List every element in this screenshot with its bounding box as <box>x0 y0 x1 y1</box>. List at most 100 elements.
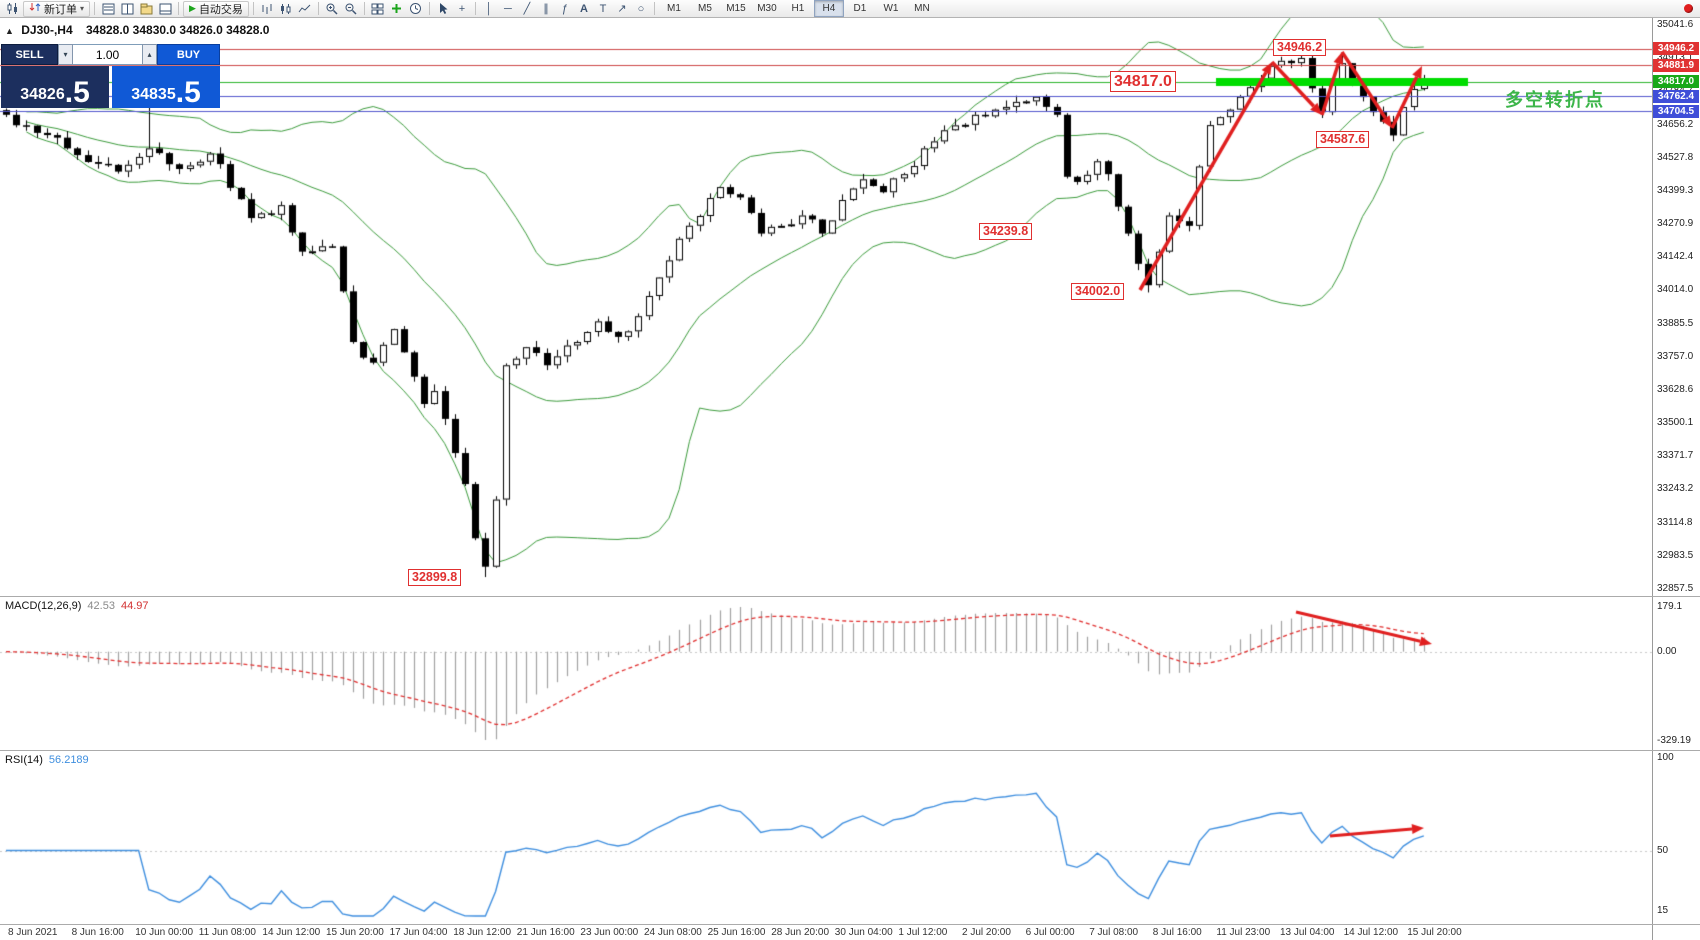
timeframe-button-h4[interactable]: H4 <box>813 0 844 17</box>
volume-input[interactable] <box>73 44 142 65</box>
tile-windows-icon[interactable] <box>369 1 387 16</box>
rsi-panel-separator[interactable] <box>0 750 1700 751</box>
equidistant-channel-icon[interactable]: ∥ <box>543 3 549 15</box>
cursor-icon[interactable] <box>434 1 452 16</box>
buy-price-button[interactable]: 34835.5 <box>112 66 220 108</box>
horizontal-line-icon[interactable]: ─ <box>504 2 512 15</box>
toolbar-separator <box>363 2 365 15</box>
autotrading-button[interactable]: ▶ 自动交易 <box>183 0 249 17</box>
play-icon: ▶ <box>189 3 196 13</box>
timeframe-button-m1[interactable]: M1 <box>666 3 681 14</box>
price-axis-tick: 33628.6 <box>1657 383 1694 395</box>
timeframe-toolbar: M1 M5 M15 M30 H1 H4 D1 W1 MN <box>659 0 937 17</box>
fibonacci-icon[interactable]: ƒ <box>561 2 568 15</box>
price-annotation-label[interactable]: 34002.0 <box>1071 283 1125 300</box>
timeframe-button-d1[interactable]: D1 <box>853 3 867 14</box>
buy-button[interactable]: BUY <box>157 44 220 65</box>
autotrading-label: 自动交易 <box>198 3 243 16</box>
timeframe-button-m5[interactable]: M5 <box>697 3 712 14</box>
price-level-tag: 34817.0 <box>1653 75 1699 89</box>
price-level-tag: 34881.9 <box>1653 58 1699 72</box>
time-axis-label: 14 Jul 12:00 <box>1343 927 1399 938</box>
price-level-tag: 34946.2 <box>1653 42 1699 56</box>
data-window-icon[interactable] <box>118 1 136 16</box>
rsi-axis-label: 100 <box>1657 752 1674 763</box>
time-axis-label: 8 Jul 16:00 <box>1152 927 1202 938</box>
candlestick-chart-icon[interactable] <box>277 1 295 16</box>
zoom-in-icon[interactable] <box>323 1 341 16</box>
price-axis-tick: 32857.5 <box>1657 583 1694 594</box>
toolbar-separator <box>428 2 430 15</box>
toolbar-separator <box>653 2 655 15</box>
timeframe-button-m30[interactable]: M30 <box>757 3 777 14</box>
time-axis-label: 2 Jul 20:00 <box>962 927 1011 938</box>
time-axis-label: 1 Jul 12:00 <box>898 927 948 938</box>
new-order-button[interactable]: 新订单 ▾ <box>23 0 91 17</box>
time-axis-separator <box>0 924 1700 925</box>
timeframe-button-w1[interactable]: W1 <box>883 3 899 14</box>
time-axis-label: 15 Jul 20:00 <box>1407 927 1462 938</box>
macd-signal-value: 44.97 <box>120 600 149 612</box>
price-axis-tick: 33757.0 <box>1657 350 1694 362</box>
price-axis-tick: 32983.5 <box>1657 550 1694 562</box>
trade-panel-toggle-icon[interactable]: ▲ <box>5 26 14 36</box>
sell-button[interactable]: SELL <box>1 44 58 65</box>
volume-increase-button[interactable]: ▴ <box>142 44 157 65</box>
sell-price-button[interactable]: 34826.5 <box>1 66 109 108</box>
zoom-out-icon[interactable] <box>342 1 360 16</box>
macd-axis-label: -329.19 <box>1657 735 1691 746</box>
chevron-down-icon: ▾ <box>80 4 85 13</box>
rsi-value: 56.2189 <box>48 754 89 766</box>
toolbar-separator <box>178 2 180 15</box>
timeframe-button-m15[interactable]: M15 <box>726 3 746 14</box>
new-order-label: 新订单 <box>44 3 77 16</box>
bar-chart-icon[interactable] <box>258 1 276 16</box>
toolbar-separator <box>94 2 96 15</box>
time-axis-label: 23 Jun 00:00 <box>580 927 639 938</box>
sell-price-main: 34826 <box>20 86 65 103</box>
volume-decrease-button[interactable]: ▾ <box>58 44 73 65</box>
time-axis-label: 17 Jun 04:00 <box>389 927 448 938</box>
new-chart-icon[interactable] <box>4 1 22 16</box>
price-axis-separator <box>1652 18 1653 940</box>
cn-annotation-text[interactable]: 多空转折点 <box>1505 90 1605 110</box>
crosshair-icon[interactable]: + <box>458 2 466 15</box>
text-icon[interactable]: A <box>579 2 588 15</box>
text-label-icon[interactable]: T <box>599 2 607 15</box>
price-axis-tick: 33243.2 <box>1657 483 1694 495</box>
period-icon[interactable] <box>407 1 425 16</box>
price-annotation-label[interactable]: 34239.8 <box>979 223 1033 240</box>
navigator-icon[interactable] <box>137 1 155 16</box>
macd-panel-separator[interactable] <box>0 596 1700 597</box>
macd-axis-label: 179.1 <box>1657 601 1683 612</box>
timeframe-button-h1[interactable]: H1 <box>791 3 805 14</box>
line-chart-icon[interactable] <box>296 1 314 16</box>
price-axis-tick: 34913.1 <box>1657 52 1694 64</box>
terminal-icon[interactable] <box>156 1 174 16</box>
indicators-icon[interactable] <box>388 1 406 16</box>
arrows-tool-icon[interactable]: ↗ <box>617 3 627 15</box>
price-annotation-label[interactable]: 34587.6 <box>1316 131 1370 148</box>
price-axis-tick: 33114.8 <box>1657 516 1693 528</box>
timeframe-button-mn[interactable]: MN <box>914 3 930 14</box>
time-axis-label: 11 Jun 08:00 <box>198 927 256 938</box>
one-click-trading-panel: SELL ▾ ▴ BUY 34826.5 34835.5 <box>1 44 220 108</box>
price-level-tag: 34704.5 <box>1653 104 1699 118</box>
vertical-line-icon[interactable]: │ <box>485 2 493 15</box>
time-axis-label: 15 Jun 20:00 <box>326 927 384 938</box>
price-annotation-label[interactable]: 34946.2 <box>1273 39 1327 56</box>
price-annotation-label[interactable]: 32899.8 <box>408 569 462 586</box>
price-axis-tick: 33500.1 <box>1657 417 1694 429</box>
trendline-icon[interactable]: ╱ <box>523 3 531 15</box>
price-axis-tick: 34142.4 <box>1657 251 1694 263</box>
shapes-tool-icon[interactable]: ○ <box>637 2 645 15</box>
market-watch-icon[interactable] <box>99 1 117 16</box>
connection-status-icon <box>1684 4 1693 13</box>
price-annotation-label[interactable]: 34817.0 <box>1110 71 1176 92</box>
time-axis-label: 30 Jun 04:00 <box>834 927 893 938</box>
price-axis-tick: 34527.8 <box>1657 151 1694 163</box>
toolbar-separator <box>252 2 254 15</box>
time-axis-label: 8 Jun 2021 <box>8 927 58 938</box>
